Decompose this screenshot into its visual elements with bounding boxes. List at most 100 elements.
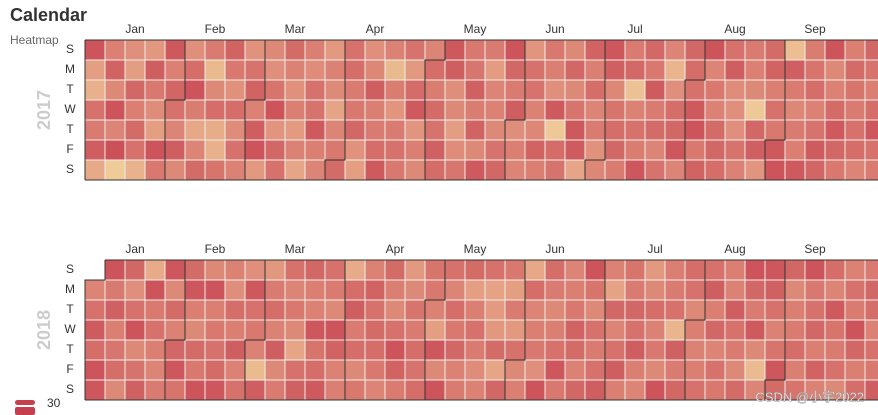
day-cell <box>644 339 666 361</box>
day-cell <box>424 359 446 381</box>
day-label: W <box>64 322 76 336</box>
day-cell <box>524 339 546 361</box>
day-cell <box>544 359 566 381</box>
day-cell <box>724 159 746 181</box>
day-cell <box>644 259 666 281</box>
day-cell <box>324 279 346 301</box>
day-cell <box>484 159 506 181</box>
day-cell <box>304 39 326 61</box>
day-cell <box>204 59 226 81</box>
day-cell <box>504 319 526 341</box>
day-cell <box>644 159 666 181</box>
day-cell <box>604 119 626 141</box>
day-cell <box>224 39 246 61</box>
day-cell <box>464 319 486 341</box>
day-cell <box>744 59 766 81</box>
day-cell <box>84 299 106 321</box>
day-cell <box>444 299 466 321</box>
day-cell <box>864 279 878 301</box>
day-cell <box>84 39 106 61</box>
day-cell <box>864 139 878 161</box>
day-cell <box>524 299 546 321</box>
day-cell <box>544 159 566 181</box>
day-cell <box>684 79 706 101</box>
day-cell <box>804 139 826 161</box>
day-cell <box>604 39 626 61</box>
day-cell <box>364 279 386 301</box>
day-cell <box>424 279 446 301</box>
day-cell <box>684 339 706 361</box>
day-cell <box>324 379 346 401</box>
day-cell <box>724 299 746 321</box>
day-cell <box>844 119 866 141</box>
day-cell <box>604 259 626 281</box>
day-cell <box>484 119 506 141</box>
day-cell <box>864 359 878 381</box>
day-cell <box>704 99 726 121</box>
day-cell <box>784 59 806 81</box>
day-cell <box>684 279 706 301</box>
day-cell <box>284 319 306 341</box>
month-label: Feb <box>205 242 226 256</box>
day-cell <box>624 79 646 101</box>
day-cell <box>744 259 766 281</box>
day-cell <box>244 339 266 361</box>
day-cell <box>164 39 186 61</box>
day-cell <box>704 319 726 341</box>
day-cell <box>524 99 546 121</box>
month-label: May <box>464 242 487 256</box>
day-cell <box>144 319 166 341</box>
day-cell <box>144 339 166 361</box>
day-cell <box>104 379 126 401</box>
day-cell <box>584 59 606 81</box>
day-cell <box>384 99 406 121</box>
day-cell <box>844 319 866 341</box>
day-cell <box>664 119 686 141</box>
day-cell <box>164 339 186 361</box>
day-cell <box>804 119 826 141</box>
day-cell <box>464 279 486 301</box>
day-cell <box>144 379 166 401</box>
month-label: Jan <box>125 242 144 256</box>
day-cell <box>824 279 846 301</box>
day-cell <box>284 159 306 181</box>
day-cell <box>764 139 786 161</box>
visual-map-handle[interactable] <box>15 400 35 405</box>
day-cell <box>604 359 626 381</box>
day-cell <box>824 299 846 321</box>
day-cell <box>424 339 446 361</box>
day-cell <box>824 39 846 61</box>
day-cell <box>264 339 286 361</box>
day-cell <box>464 39 486 61</box>
day-cell <box>764 59 786 81</box>
day-cell <box>564 279 586 301</box>
day-cell <box>424 99 446 121</box>
day-cell <box>724 119 746 141</box>
day-cell <box>224 139 246 161</box>
day-cell <box>484 259 506 281</box>
watermark: CSDN @小宇2022 <box>755 389 864 404</box>
day-cell <box>544 379 566 401</box>
day-cell <box>404 259 426 281</box>
day-cell <box>204 259 226 281</box>
day-cell <box>324 99 346 121</box>
day-cell <box>744 359 766 381</box>
day-cell <box>144 99 166 121</box>
day-cell <box>304 359 326 381</box>
day-cell <box>444 99 466 121</box>
day-cell <box>484 59 506 81</box>
day-cell <box>604 159 626 181</box>
day-cell <box>624 359 646 381</box>
day-cell <box>264 379 286 401</box>
day-cell <box>224 359 246 381</box>
day-cell <box>784 139 806 161</box>
day-cell <box>444 339 466 361</box>
day-cell <box>164 259 186 281</box>
day-cell <box>404 119 426 141</box>
day-cell <box>244 279 266 301</box>
visual-map-bar[interactable] <box>15 407 35 415</box>
day-cell <box>344 339 366 361</box>
day-cell <box>464 119 486 141</box>
day-cell <box>524 159 546 181</box>
day-cell <box>624 379 646 401</box>
